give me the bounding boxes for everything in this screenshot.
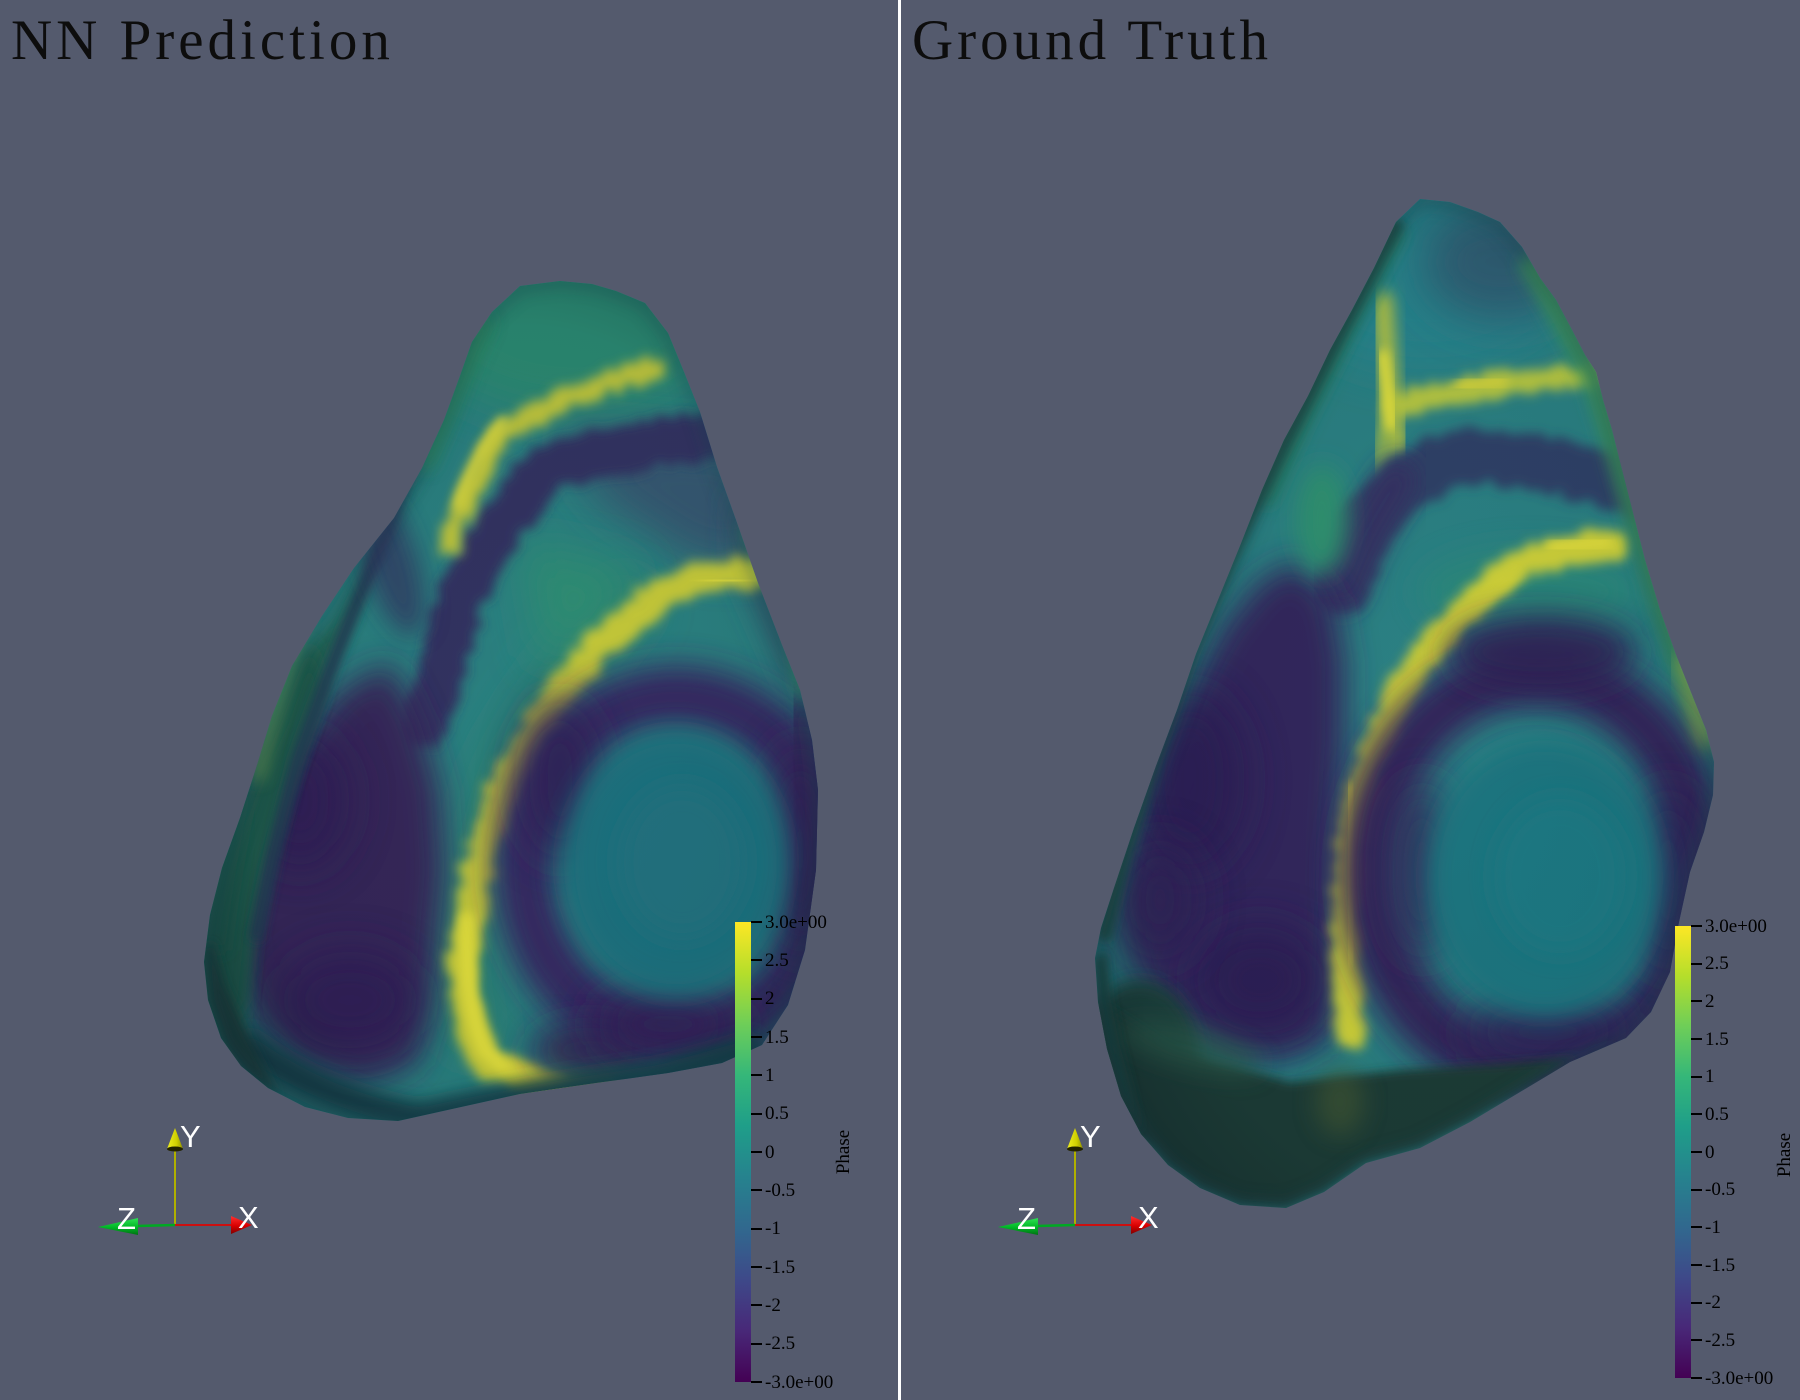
svg-text:Z: Z bbox=[117, 1201, 136, 1236]
svg-text:Y: Y bbox=[180, 1119, 201, 1154]
svg-text:X: X bbox=[1138, 1200, 1159, 1235]
svg-text:Z: Z bbox=[1017, 1201, 1036, 1236]
svg-text:X: X bbox=[238, 1200, 259, 1235]
svg-text:Y: Y bbox=[1080, 1119, 1101, 1154]
